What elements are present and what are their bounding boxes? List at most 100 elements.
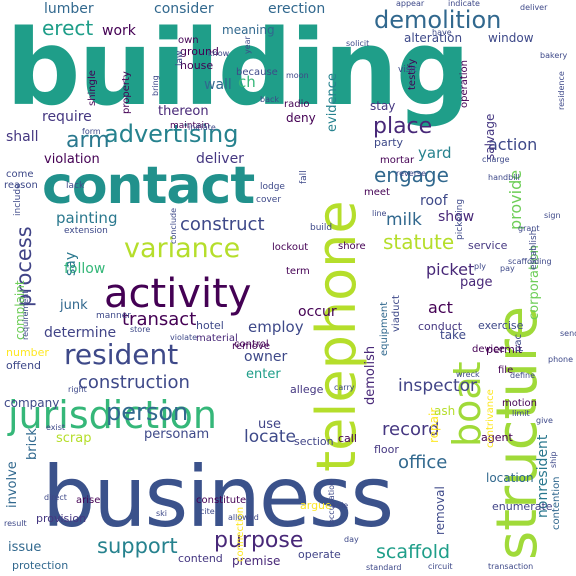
word: junk: [60, 298, 88, 313]
word: floor: [374, 443, 399, 456]
word: ash: [434, 404, 456, 418]
word: service: [468, 239, 508, 252]
word: evidence: [325, 73, 340, 132]
word: arise: [76, 495, 101, 506]
word: engage: [374, 163, 449, 187]
word: activity: [104, 271, 252, 317]
word: bakery: [540, 51, 568, 60]
word: pay: [500, 264, 515, 273]
word: call: [338, 432, 357, 445]
word: ship: [549, 451, 558, 468]
word: picket: [426, 260, 475, 279]
word: deny: [286, 111, 316, 125]
word: demolish: [363, 345, 378, 405]
word: company: [4, 396, 60, 410]
word: term: [286, 266, 310, 277]
word: deliver: [196, 151, 244, 167]
word: act: [428, 298, 453, 317]
word: meet: [364, 187, 390, 198]
word: section: [294, 435, 334, 448]
word: contact: [42, 156, 255, 216]
word: visit: [398, 65, 417, 75]
word: appear: [396, 0, 425, 8]
word: arm: [66, 128, 110, 153]
word: own: [178, 35, 199, 46]
word: year: [243, 36, 252, 54]
word: conclude: [169, 207, 178, 244]
word: record: [382, 419, 440, 440]
word: thereon: [158, 104, 209, 119]
word: agent: [481, 431, 513, 444]
word: personam: [144, 427, 210, 442]
word: statute: [383, 230, 455, 254]
word: require: [42, 109, 92, 125]
word: reason: [4, 180, 38, 191]
word: residence: [557, 71, 566, 110]
word: exist: [46, 423, 66, 432]
word: issue: [8, 540, 42, 555]
word: premise: [232, 554, 281, 568]
word: inspector: [398, 376, 478, 396]
word: deliver: [520, 3, 548, 12]
word: meaning: [222, 23, 275, 37]
word: protection: [12, 559, 69, 572]
word: purpose: [214, 528, 304, 553]
word: result: [4, 519, 27, 528]
word: device: [472, 344, 505, 355]
word: number: [6, 346, 49, 359]
word: construction: [78, 372, 190, 393]
word: alteration: [404, 31, 463, 45]
word: hotel: [196, 319, 224, 332]
word: constitute: [196, 495, 247, 506]
word: transaction: [488, 562, 534, 571]
word: follow: [64, 261, 106, 277]
word: wreck: [456, 370, 480, 379]
word: bring: [151, 75, 160, 96]
word: radio: [284, 99, 310, 110]
word: operation: [459, 59, 470, 108]
word: scaffolding: [508, 257, 552, 266]
word: jurisdiction: [8, 393, 217, 437]
word: ground: [180, 45, 219, 58]
word: offend: [6, 359, 42, 372]
word: phone: [548, 355, 574, 364]
word: scaffold: [376, 541, 451, 563]
word: handbill: [488, 173, 520, 182]
word: send: [560, 329, 576, 338]
word: provision: [36, 512, 87, 525]
word: store: [130, 325, 151, 334]
word: occur: [298, 304, 337, 320]
word: know: [208, 49, 230, 58]
word: wall: [204, 77, 232, 93]
word: construct: [180, 214, 265, 235]
word: house: [180, 59, 214, 72]
word: violate: [170, 333, 198, 342]
word: conduct: [418, 320, 463, 333]
word: employ: [248, 318, 304, 336]
word: remove: [232, 341, 270, 352]
word: place: [373, 114, 433, 139]
word: permit: [486, 343, 523, 356]
word: include: [13, 183, 23, 216]
word: window: [488, 31, 534, 45]
word: contention: [551, 476, 562, 530]
word: pac: [513, 334, 524, 352]
word: page: [460, 275, 493, 290]
word: business: [42, 448, 394, 546]
word: support: [97, 534, 178, 558]
word: locate: [244, 427, 297, 447]
word: person: [106, 398, 189, 426]
word: contend: [178, 552, 223, 565]
word: viaduct: [391, 295, 402, 332]
word: give: [536, 416, 553, 425]
word: demolition: [374, 6, 502, 34]
word: back: [260, 95, 280, 104]
word: advertising: [104, 120, 239, 148]
word: charge: [482, 155, 510, 164]
word: involve: [5, 461, 20, 508]
word: resident: [64, 338, 179, 371]
word: party: [374, 136, 404, 149]
word: lockout: [272, 242, 309, 253]
word: reverse: [396, 169, 427, 178]
